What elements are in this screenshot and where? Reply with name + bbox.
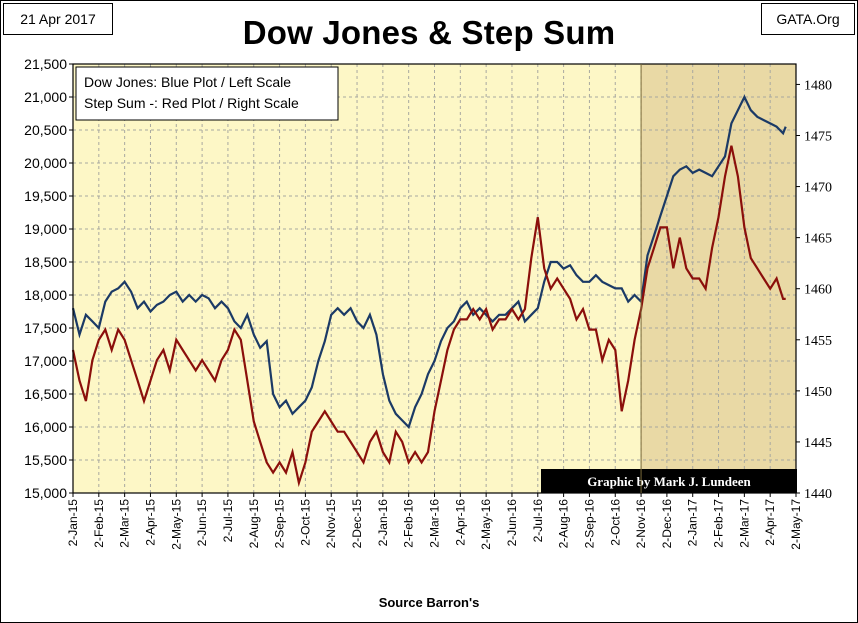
- source-label: GATA.Org: [761, 3, 855, 35]
- y-left-tick-label: 19,500: [24, 188, 67, 204]
- y-left-tick-label: 20,000: [24, 155, 67, 171]
- legend-dow: Dow Jones: Blue Plot / Left Scale: [84, 74, 291, 90]
- credit-text: Graphic by Mark J. Lundeen: [587, 474, 751, 489]
- date-label: 21 Apr 2017: [3, 3, 113, 35]
- y-left-tick-label: 20,500: [24, 122, 67, 138]
- x-tick-label: 2-Feb-17: [712, 499, 726, 548]
- x-tick-label: 2-May-15: [169, 499, 183, 550]
- y-left-tick-label: 17,000: [24, 353, 67, 369]
- x-tick-label: 2-May-17: [789, 499, 803, 550]
- x-tick-label: 2-Jun-15: [195, 499, 209, 547]
- x-tick-label: 2-Sep-15: [273, 499, 287, 549]
- x-tick-label: 2-Mar-15: [118, 499, 132, 548]
- y-left-tick-label: 21,500: [24, 56, 67, 72]
- legend: Dow Jones: Blue Plot / Left Scale Step S…: [75, 66, 339, 121]
- x-tick-label: 2-May-16: [479, 499, 493, 550]
- x-tick-label: 2-Jul-15: [221, 499, 235, 543]
- y-right-tick-label: 1480: [804, 78, 832, 93]
- x-axis-title: Source Barron's: [378, 595, 480, 610]
- x-tick-label: 2-Nov-15: [324, 499, 338, 549]
- x-tick-label: 2-Nov-16: [634, 499, 648, 549]
- y-right-tick-label: 1440: [804, 487, 832, 502]
- x-tick-label: 2-Apr-15: [143, 499, 157, 546]
- legend-box: [75, 66, 339, 121]
- x-tick-label: 2-Dec-16: [660, 499, 674, 549]
- x-tick-label: 2-Jun-16: [505, 499, 519, 547]
- x-tick-label: 2-Oct-16: [608, 499, 622, 546]
- y-right-tick-label: 1450: [804, 385, 832, 400]
- y-right-tick-label: 1460: [804, 283, 832, 298]
- y-left-tick-label: 18,000: [24, 287, 67, 303]
- y-left-tick-label: 21,000: [24, 89, 67, 105]
- x-tick-label: 2-Jul-16: [531, 499, 545, 543]
- x-tick-label: 2-Aug-15: [247, 499, 261, 549]
- x-tick-label: 2-Aug-16: [557, 499, 571, 549]
- x-tick-label: 2-Feb-15: [92, 499, 106, 548]
- x-tick-label: 2-Feb-16: [402, 499, 416, 548]
- y-left-tick-label: 18,500: [24, 254, 67, 270]
- x-tick-label: 2-Mar-16: [428, 499, 442, 548]
- shaded-region: [641, 64, 796, 493]
- axes: 15,000 15,500 16,000 16,500 17,000 17,500 18,0…: [24, 56, 832, 550]
- y-left-tick-label: 17,500: [24, 320, 67, 336]
- credit-box: [541, 469, 797, 493]
- x-tick-label: 2-Mar-17: [737, 499, 751, 548]
- y-left-tick-label: 16,500: [24, 386, 67, 402]
- y-left-tick-label: 15,000: [24, 485, 67, 501]
- y-left-tick-label: 19,000: [24, 221, 67, 237]
- x-tick-label: 2-Sep-16: [582, 499, 596, 549]
- y-left-tick-label: 15,500: [24, 452, 67, 468]
- y-right-tick-label: 1445: [804, 436, 832, 451]
- y-left-tick-label: 16,000: [24, 419, 67, 435]
- y-right-tick-label: 1455: [804, 334, 832, 349]
- x-tick-label: 2-Apr-16: [453, 499, 467, 546]
- credit-badge: Graphic by Mark J. Lundeen: [541, 469, 797, 493]
- legend-step: Step Sum -: Red Plot / Right Scale: [84, 95, 299, 111]
- x-tick-label: 2-Jan-17: [686, 499, 700, 547]
- y-right-tick-label: 1470: [804, 181, 832, 196]
- x-tick-label: 2-Jan-15: [66, 499, 80, 547]
- x-tick-label: 2-Jan-16: [376, 499, 390, 547]
- step-sum-line: [71, 145, 786, 488]
- dow-jones-line: [71, 94, 787, 430]
- x-tick-label: 2-Dec-15: [350, 499, 364, 549]
- chart-title: Dow Jones & Step Sum: [242, 14, 616, 51]
- y-right-tick-label: 1465: [804, 232, 832, 247]
- x-tick-label: 2-Apr-17: [763, 499, 777, 546]
- y-right-tick-label: 1475: [804, 130, 832, 145]
- x-tick-label: 2-Oct-15: [298, 499, 312, 546]
